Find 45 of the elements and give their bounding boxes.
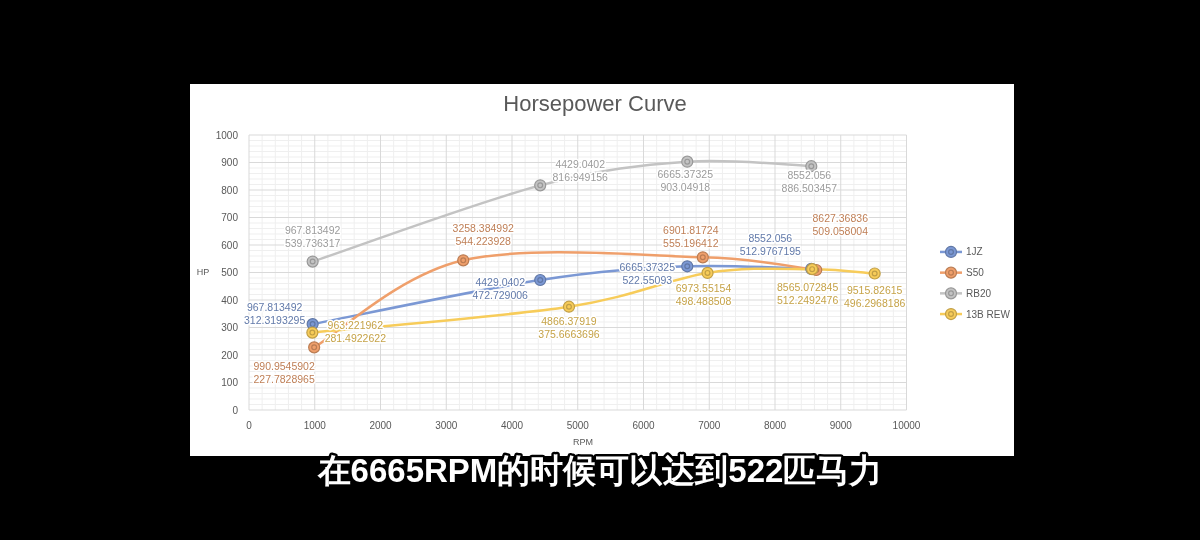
- x-tick-label: 5000: [566, 420, 589, 431]
- data-label: 990.9545902 227.7828965: [253, 360, 315, 386]
- x-tick-label: 7000: [698, 420, 721, 431]
- y-tick-label: 700: [221, 212, 238, 223]
- x-tick-label: 9000: [829, 420, 852, 431]
- data-label: 8627.36836 509.058004: [812, 211, 868, 237]
- y-tick-label: 1000: [215, 129, 238, 141]
- x-tick-label: 2000: [369, 420, 392, 431]
- caption: 在6665RPM的时候可以达到522匹马力: [317, 452, 883, 489]
- data-label: 6901.81724 555.196412: [663, 224, 719, 249]
- y-tick-label: 800: [221, 184, 238, 196]
- y-tick-label: 400: [221, 294, 238, 306]
- legend-label: 13B REW: [966, 308, 1010, 320]
- data-label: 8552.056 512.9767195: [739, 231, 801, 257]
- data-label: 967.813492 539.736317: [284, 224, 341, 250]
- title: Horsepower Curve: [503, 91, 687, 116]
- y-tick-label: 300: [221, 322, 238, 333]
- data-label: 967.813492 312.3193295: [243, 300, 306, 326]
- x-tick-label: 3000: [435, 420, 458, 431]
- x-axis-title: RPM: [573, 437, 593, 447]
- x-tick-label: 8000: [763, 420, 787, 431]
- data-label: 4866.37919 375.6663696: [538, 315, 600, 341]
- data-label: 9515.82615 496.2968186: [844, 284, 906, 310]
- legend-label: S50: [966, 267, 984, 279]
- x-tick-label: 1000: [303, 420, 326, 431]
- y-tick-label: 500: [221, 267, 238, 278]
- data-label: 6973.55154 498.488508: [675, 281, 732, 307]
- data-label: 4429.0402 472.729006: [472, 275, 528, 301]
- x-tick-label: 10000: [892, 420, 921, 431]
- data-label: 6665.37325 903.04918: [657, 168, 713, 194]
- x-tick-label: 4000: [500, 420, 524, 431]
- y-axis-title: HP: [196, 267, 210, 277]
- data-label: 8552.056 886.503457: [781, 168, 838, 194]
- x-tick-label: 0: [246, 420, 252, 431]
- y-tick-label: 100: [221, 377, 238, 388]
- legend-label: RB20: [966, 287, 991, 299]
- data-label: 3258.384992 544.223928: [452, 222, 514, 248]
- y-tick-label: 600: [221, 239, 238, 251]
- data-label: 4429.0402 816.949156: [552, 158, 608, 184]
- legend-label: 1JZ: [966, 246, 983, 258]
- y-tick-label: 900: [221, 157, 238, 168]
- x-tick-label: 6000: [632, 420, 655, 431]
- y-tick-label: 200: [221, 349, 238, 361]
- y-tick-label: 0: [232, 404, 238, 416]
- data-label: 8565.072845 512.2492476: [777, 280, 839, 306]
